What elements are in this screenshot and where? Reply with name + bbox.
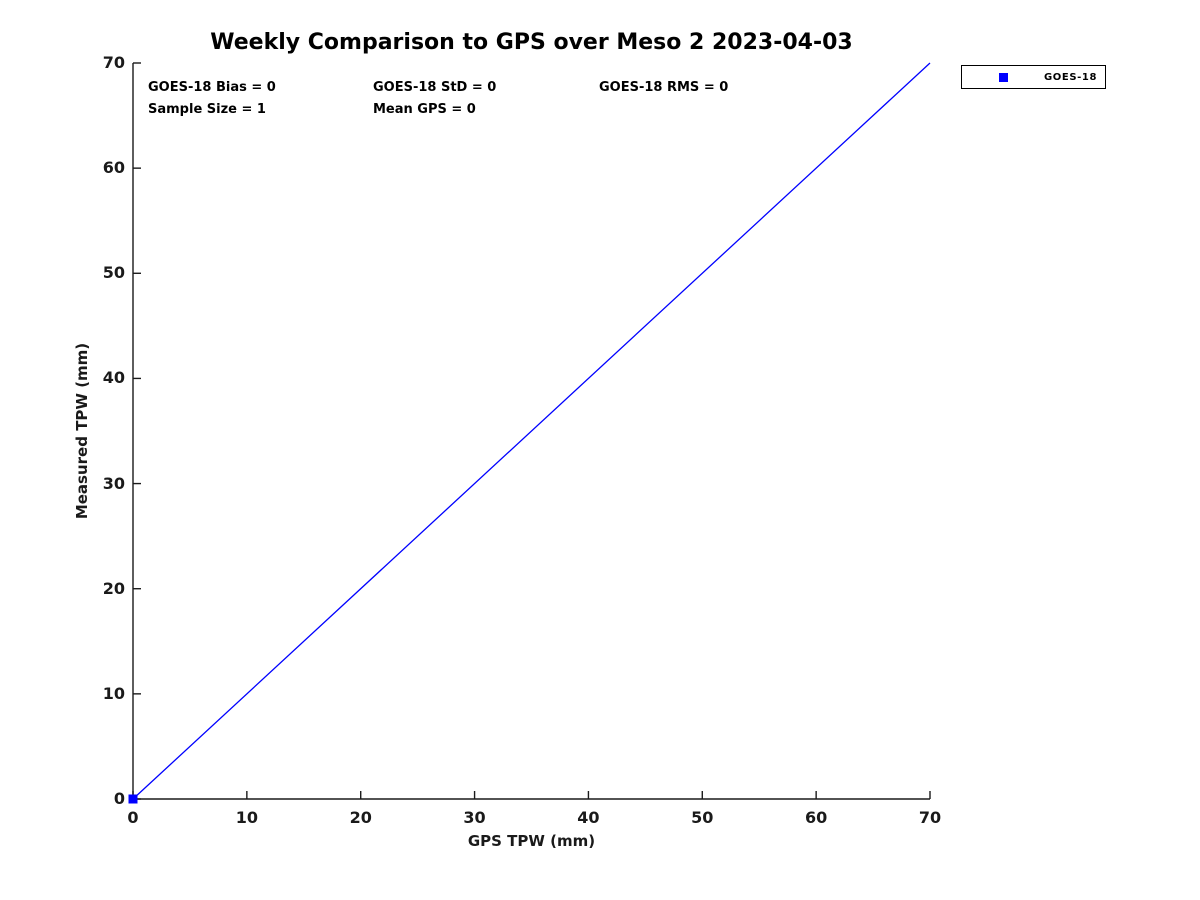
legend-item-label: GOES-18 <box>1044 72 1098 83</box>
series-line-identity-line <box>132 62 931 800</box>
x-tick-label: 10 <box>235 808 258 827</box>
stat-std: GOES-18 StD = 0 <box>373 80 497 95</box>
chart-title: Weekly Comparison to GPS over Meso 2 202… <box>210 30 853 55</box>
x-tick-label: 0 <box>127 808 139 827</box>
stat-bias: GOES-18 Bias = 0 <box>148 80 276 95</box>
y-tick-label: 40 <box>102 368 125 388</box>
legend-square-marker-icon <box>999 73 1008 82</box>
y-tick-label: 60 <box>102 158 125 178</box>
legend: GOES-18 <box>961 65 1106 89</box>
x-tick-label: 70 <box>918 808 942 827</box>
x-tick-label: 50 <box>691 808 714 827</box>
y-tick-label: 10 <box>102 683 125 703</box>
y-tick-label: 30 <box>102 473 125 493</box>
stat-rms: GOES-18 RMS = 0 <box>599 80 729 95</box>
y-tick-label: 70 <box>102 53 125 72</box>
x-tick-label: 40 <box>577 808 600 827</box>
stat-mean-gps: Mean GPS = 0 <box>373 102 476 117</box>
x-tick-label: 30 <box>463 808 486 827</box>
y-tick-label: 0 <box>113 789 125 808</box>
y-tick-label: 20 <box>102 578 125 598</box>
stat-sample-size: Sample Size = 1 <box>148 102 266 117</box>
x-tick-label: 60 <box>805 808 828 827</box>
x-tick-label: 20 <box>349 808 372 827</box>
x-axis-title: GPS TPW (mm) <box>467 832 596 850</box>
y-tick-label: 50 <box>102 263 125 283</box>
